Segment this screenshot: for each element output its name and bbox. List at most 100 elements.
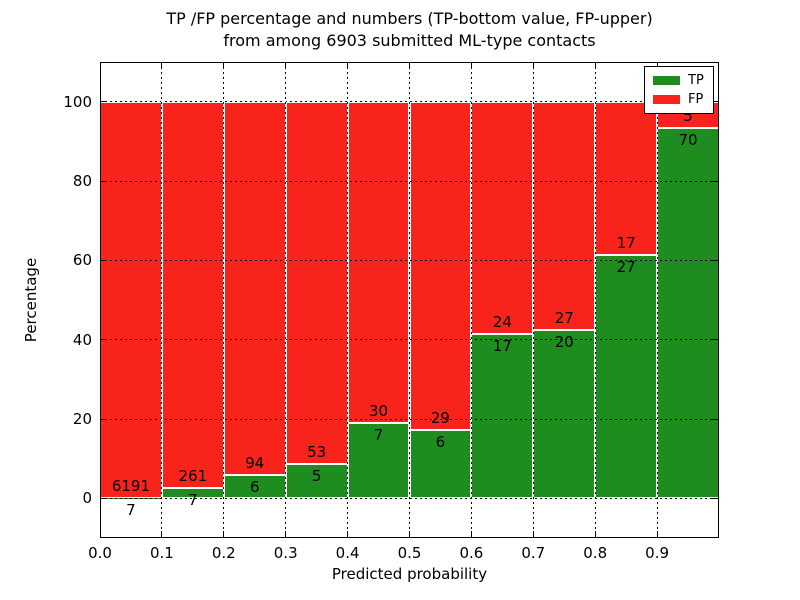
bar-segment-fp xyxy=(347,101,410,424)
y-tick-label: 60 xyxy=(72,251,92,270)
bar-segment-tp xyxy=(595,254,658,499)
bar-segment-fp xyxy=(595,101,658,255)
tp-count-label: 70 xyxy=(678,131,698,150)
y-tick-right xyxy=(712,418,719,420)
tp-count-label: 20 xyxy=(554,332,574,351)
fp-count-label: 17 xyxy=(616,233,636,252)
x-tick-bottom xyxy=(223,531,225,538)
fp-count-label: 261 xyxy=(178,466,208,485)
x-tick-label: 0.1 xyxy=(149,544,174,562)
x-tick-top xyxy=(409,62,410,69)
x-tick-label: 0.2 xyxy=(211,544,236,562)
x-tick-bottom xyxy=(347,531,349,538)
tp-count-label: 7 xyxy=(188,490,198,509)
legend: TP FP xyxy=(644,66,714,114)
y-tick-label: 80 xyxy=(72,172,92,190)
x-tick-label: 0.9 xyxy=(645,544,670,562)
y-tick-right xyxy=(712,180,719,182)
fp-count-label: 29 xyxy=(430,409,450,428)
y-tick-label: 0 xyxy=(82,489,92,508)
y-tick-left xyxy=(100,339,107,341)
x-tick-top xyxy=(656,62,658,69)
x-tick-bottom xyxy=(409,531,410,538)
legend-entry-tp: TP xyxy=(653,74,705,87)
fp-count-label: 27 xyxy=(554,308,574,327)
x-gridline xyxy=(594,62,596,538)
x-tick-top xyxy=(223,62,225,69)
bar-segment-fp xyxy=(161,101,224,488)
y-axis-label: Percentage xyxy=(22,257,40,343)
x-gridline xyxy=(470,62,472,538)
x-gridline xyxy=(161,62,163,538)
y-tick-label: 100 xyxy=(63,92,92,111)
fp-count-label: 53 xyxy=(307,443,327,462)
y-tick-left xyxy=(100,497,107,499)
bar-segment-tp xyxy=(471,333,534,499)
bar-segment-tp xyxy=(347,423,410,499)
x-tick-bottom xyxy=(470,531,472,538)
fp-count-label: 94 xyxy=(245,453,265,472)
x-axis-label: Predicted probability xyxy=(331,565,488,583)
x-gridline xyxy=(347,62,349,538)
chart-title: TP /FP percentage and numbers (TP-bottom… xyxy=(100,8,719,52)
bar-segment-tp xyxy=(533,329,596,499)
y-tick-right xyxy=(712,339,719,341)
bar-segment-fp xyxy=(409,101,472,431)
x-tick-label: 0.5 xyxy=(397,544,422,562)
y-tick-right xyxy=(712,101,719,103)
legend-label-fp: FP xyxy=(688,92,704,107)
tp-count-label: 6 xyxy=(249,477,260,496)
bar-segment-fp xyxy=(100,101,162,498)
tp-count-label: 27 xyxy=(616,257,636,276)
legend-label-tp: TP xyxy=(688,73,704,88)
y-tick-left xyxy=(100,180,107,182)
x-tick-label: 0.3 xyxy=(273,544,298,562)
y-tick-right xyxy=(712,497,719,499)
x-gridline xyxy=(656,62,658,538)
y-tick-label: 40 xyxy=(72,330,92,349)
x-gridline xyxy=(409,62,410,538)
tp-swatch xyxy=(653,76,680,85)
x-tick-top xyxy=(347,62,349,69)
x-tick-top xyxy=(99,62,101,69)
plot-area: 6191 7 261 7 94 6 53 5 30 7 29 6 24 17 27 20 17 27 5 70 xyxy=(99,62,719,538)
fp-count-label: 6191 xyxy=(111,476,151,495)
tp-count-label: 17 xyxy=(492,336,512,355)
x-tick-bottom xyxy=(594,531,596,538)
bar-segment-fp xyxy=(285,101,348,465)
fp-count-label: 24 xyxy=(492,312,512,331)
fp-swatch xyxy=(653,95,680,104)
x-tick-bottom xyxy=(532,531,534,538)
x-tick-label: 0.8 xyxy=(583,544,608,562)
x-tick-top xyxy=(285,62,287,69)
x-tick-bottom xyxy=(656,531,658,538)
tp-count-label: 7 xyxy=(126,500,136,519)
x-gridline xyxy=(532,62,534,538)
x-tick-top xyxy=(594,62,596,69)
bar-segment-fp xyxy=(533,101,596,330)
bar-segment-fp xyxy=(471,101,534,334)
x-tick-top xyxy=(532,62,534,69)
tp-count-label: 6 xyxy=(435,433,446,452)
y-tick-left xyxy=(100,101,107,103)
tp-count-label: 7 xyxy=(373,426,384,445)
x-tick-label: 0.4 xyxy=(335,544,360,562)
x-tick-label: 0.7 xyxy=(521,544,546,562)
x-tick-label: 0.0 xyxy=(88,544,112,562)
x-gridline xyxy=(285,62,287,538)
x-gridline xyxy=(223,62,225,538)
x-tick-top xyxy=(161,62,163,69)
y-tick-right xyxy=(712,259,719,261)
y-tick-label: 20 xyxy=(72,410,92,428)
x-tick-label: 0.6 xyxy=(459,544,484,562)
fp-count-label: 30 xyxy=(369,402,389,421)
y-tick-left xyxy=(100,259,107,261)
chart-title-line2: from among 6903 submitted ML-type contac… xyxy=(223,31,596,50)
bar-segment-tp xyxy=(285,464,348,499)
y-tick-left xyxy=(100,418,107,420)
bar-segment-tp xyxy=(657,128,719,499)
chart-title-line1: TP /FP percentage and numbers (TP-bottom… xyxy=(166,9,653,28)
x-tick-top xyxy=(470,62,472,69)
x-tick-bottom xyxy=(285,531,287,538)
